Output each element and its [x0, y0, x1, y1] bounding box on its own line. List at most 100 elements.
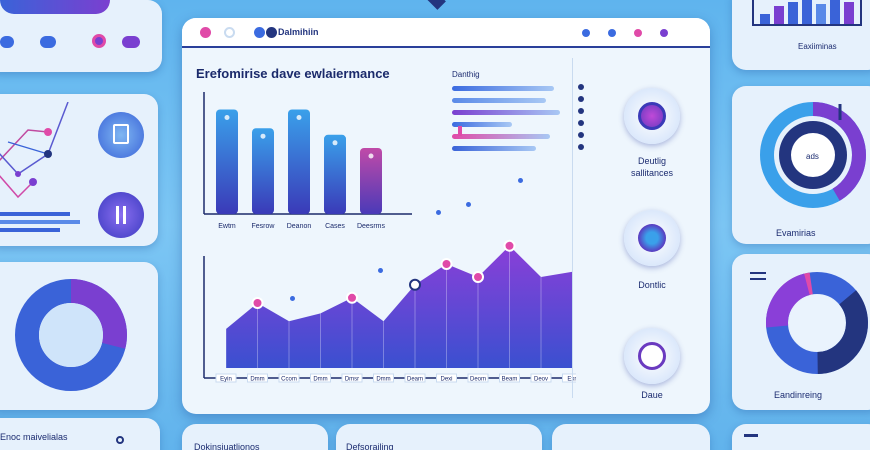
legend-pin[interactable]	[458, 126, 462, 136]
bar-tick-label: Deanon	[287, 223, 312, 230]
area-tick-label: Ccom	[281, 377, 297, 383]
area-tick-box	[530, 373, 552, 383]
toggle-dot-3[interactable]	[92, 34, 106, 48]
area-marker[interactable]	[472, 271, 484, 283]
area-tick-label: Dmm	[376, 377, 390, 383]
bottom-mid-label-2: Defsorailing	[346, 442, 394, 450]
right-donut-card: Eandinreing	[732, 254, 870, 410]
target-button[interactable]	[624, 88, 680, 144]
mini-bar-chart	[752, 0, 862, 26]
legend-bar	[452, 98, 546, 103]
window-control-maximize[interactable]	[254, 27, 265, 38]
gauge-chart	[760, 102, 866, 208]
area-tick-label: Deam	[407, 377, 423, 383]
area-marker[interactable]	[346, 291, 358, 304]
area-marker[interactable]	[440, 258, 453, 270]
deco-dot	[518, 178, 523, 183]
clipboard-button[interactable]	[98, 112, 144, 158]
bolt-icon	[638, 342, 666, 370]
deco-dot	[436, 210, 441, 215]
top-right-label: Eaxiiminas	[798, 42, 837, 51]
toggle-dot-1[interactable]	[0, 36, 14, 48]
top-right-card: Eaxiiminas	[732, 0, 870, 70]
mini-bar	[830, 0, 840, 24]
network-line-2	[0, 102, 69, 175]
bar	[252, 128, 274, 214]
toggle-dot-4[interactable]	[122, 36, 140, 48]
mini-bar	[788, 2, 798, 24]
top-left-progress	[0, 0, 110, 14]
area-tick-box	[215, 373, 237, 383]
bottom-center-card-2: Defsorailing	[336, 424, 542, 450]
area-tick-label: Dmsr	[345, 377, 359, 383]
area-tick-label: Deov	[534, 377, 548, 383]
area-tick-box	[341, 373, 363, 383]
network-line-3	[0, 175, 34, 199]
title-dot-3[interactable]	[634, 29, 642, 37]
radar-button[interactable]	[624, 210, 680, 266]
legend-marker	[578, 96, 584, 102]
deco-dot	[466, 202, 471, 207]
bolt-button[interactable]	[624, 328, 680, 384]
network-node	[44, 150, 52, 158]
window-control-minimize[interactable]	[224, 27, 235, 38]
bar-cap	[368, 153, 374, 159]
area-chart: Eyin Dmm Ccom Dmm Dmsr Dmm Deam Dexi Deom Beam Deo…	[203, 239, 576, 383]
area-tick-label: Dmm	[250, 377, 264, 383]
bar	[324, 134, 346, 214]
side-label-4: Daue	[641, 390, 663, 400]
area-tick-label: Beam	[502, 377, 518, 383]
window-control-close[interactable]	[200, 27, 211, 38]
legend-marker	[578, 84, 584, 90]
title-dot-2[interactable]	[608, 29, 616, 37]
area-marker[interactable]	[251, 297, 264, 309]
network-node	[44, 128, 52, 136]
area-tick-label: Dmm	[313, 377, 327, 383]
area-marker[interactable]	[409, 278, 421, 291]
left-network-card	[0, 94, 158, 246]
gauge-label: Evamirias	[776, 228, 816, 238]
bottom-left-card: Enoc maivelialas	[0, 418, 160, 450]
title-dot-1[interactable]	[582, 29, 590, 37]
area-tick-label: Eyin	[220, 377, 232, 383]
toggle-dot-2[interactable]	[40, 36, 56, 48]
legend-marker	[578, 144, 584, 150]
title-bar: Dalmihiin	[182, 18, 710, 48]
bar-tick-label: Fesrow	[252, 223, 276, 230]
clipboard-icon	[113, 124, 129, 144]
bar-tick-label: Cases	[325, 223, 345, 230]
network-line-1	[0, 129, 49, 161]
title-dot-4[interactable]	[660, 29, 668, 37]
mini-bar	[760, 14, 770, 24]
legend-marker	[578, 132, 584, 138]
area-fill	[226, 245, 573, 368]
area-tick-box	[310, 373, 331, 383]
pause-button[interactable]	[98, 192, 144, 238]
gauge-card: ads Evamirias	[732, 86, 870, 244]
bar	[360, 148, 382, 214]
gauge-value: ads	[806, 152, 819, 161]
network-graph	[0, 102, 69, 199]
bottom-left-slider[interactable]	[116, 436, 124, 444]
area-tick-box	[436, 373, 457, 383]
network-node	[15, 171, 21, 177]
mini-bar	[802, 0, 812, 24]
area-marker[interactable]	[503, 239, 516, 252]
area-tick-label: Exn	[567, 377, 576, 383]
mini-bar	[774, 6, 784, 24]
window-control-extra[interactable]	[266, 27, 277, 38]
target-icon	[638, 102, 666, 130]
deco-dot	[290, 296, 295, 301]
side-label-2: sallitances	[630, 168, 674, 178]
right-donut-mini-lines	[750, 272, 766, 280]
bar-tick-label: Ewtm	[218, 223, 236, 230]
deco-dot	[378, 268, 383, 273]
right-donut-chart	[766, 272, 868, 375]
legend-bar	[452, 110, 560, 115]
area-tick-box	[467, 373, 489, 383]
legend-marker	[578, 120, 584, 126]
area-tick-box	[373, 373, 394, 383]
left-donut-card	[0, 262, 158, 410]
bottom-center-card-1: Dokinsiuatlionos	[182, 424, 328, 450]
panel-divider	[572, 58, 573, 398]
